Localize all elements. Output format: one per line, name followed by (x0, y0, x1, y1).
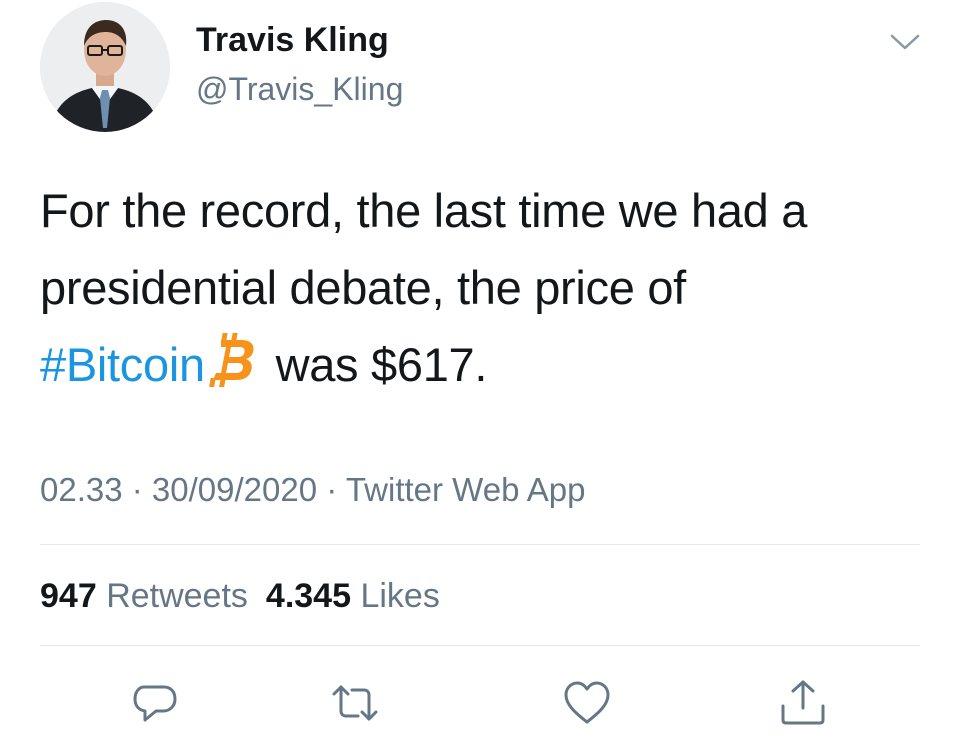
avatar-image (40, 2, 170, 132)
retweet-icon[interactable] (330, 678, 380, 728)
chevron-down-icon[interactable] (888, 30, 922, 54)
tweet-stats: 947 Retweets 4.345 Likes (40, 574, 458, 618)
tweet-text-price: was $617. (275, 338, 488, 391)
tweet-text-line: #Bitcoin was $617. (40, 326, 940, 403)
tweet-time[interactable]: 02.33 (40, 471, 123, 508)
tweet-date[interactable]: 30/09/2020 (151, 471, 318, 508)
tweet-text-line: For the record, the last time we had a (40, 184, 808, 237)
divider (40, 645, 920, 646)
likes-count: 4.345 (265, 577, 352, 615)
hashtag-link[interactable]: #Bitcoin (40, 338, 205, 391)
share-icon[interactable] (778, 678, 828, 728)
retweets-count: 947 (40, 577, 97, 615)
retweets-label: Retweets (106, 577, 248, 615)
divider (40, 544, 920, 545)
avatar[interactable] (40, 2, 170, 132)
tweet-text-line: presidential debate, the price of (40, 261, 686, 314)
handle[interactable]: @Travis_Kling (196, 71, 404, 107)
action-bar (0, 678, 960, 728)
heart-icon[interactable] (562, 678, 612, 728)
tweet-text: For the record, the last time we had a p… (40, 172, 940, 403)
retweets-stat[interactable]: 947 Retweets (40, 577, 248, 615)
likes-label: Likes (360, 577, 440, 615)
likes-stat[interactable]: 4.345 Likes (266, 577, 440, 615)
meta-separator: · (122, 471, 152, 508)
reply-icon[interactable] (130, 678, 180, 728)
display-name[interactable]: Travis Kling (196, 21, 389, 59)
meta-separator: · (317, 471, 346, 508)
tweet-meta: 02.33 · 30/09/2020 · Twitter Web App (40, 468, 586, 512)
bitcoin-icon (208, 331, 257, 389)
tweet-source[interactable]: Twitter Web App (345, 471, 586, 508)
